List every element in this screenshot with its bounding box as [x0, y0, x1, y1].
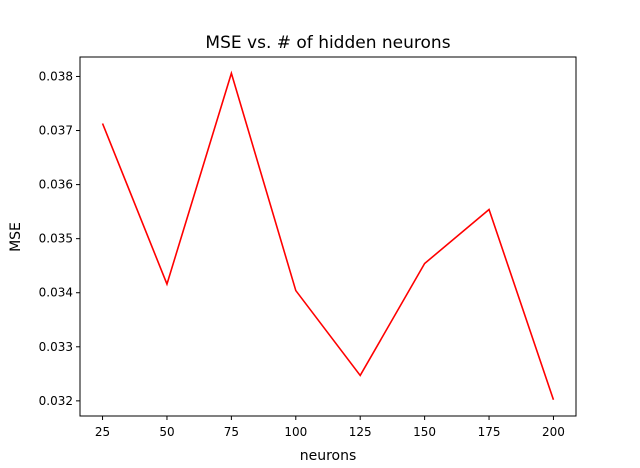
x-tick-label: 175: [478, 425, 501, 439]
y-tick-label: 0.034: [39, 286, 73, 300]
x-axis-title: neurons: [300, 448, 357, 464]
chart-title: MSE vs. # of hidden neurons: [205, 33, 450, 53]
x-tick-label: 100: [284, 425, 307, 439]
x-tick-label: 75: [224, 425, 239, 439]
x-tick-label: 25: [95, 425, 110, 439]
plot-area: 25 50 75 100 125 150 175 200 0.032 0.033 0.034 0.03…: [39, 56, 577, 439]
x-tick-label: 150: [413, 425, 436, 439]
x-tick-label: 125: [349, 425, 372, 439]
x-tick-label: 50: [159, 425, 174, 439]
y-tick-label: 0.035: [39, 232, 73, 246]
y-tick-label: 0.037: [39, 124, 73, 138]
y-tick-label: 0.036: [39, 178, 73, 192]
series-line-0: [101, 70, 555, 401]
plot-frame: [79, 56, 577, 417]
y-tick-label: 0.038: [39, 69, 73, 83]
y-axis-title: MSE: [8, 222, 24, 252]
y-tick-label: 0.032: [39, 394, 73, 408]
x-tick-label: 200: [542, 425, 565, 439]
y-tick-label: 0.033: [39, 340, 73, 354]
